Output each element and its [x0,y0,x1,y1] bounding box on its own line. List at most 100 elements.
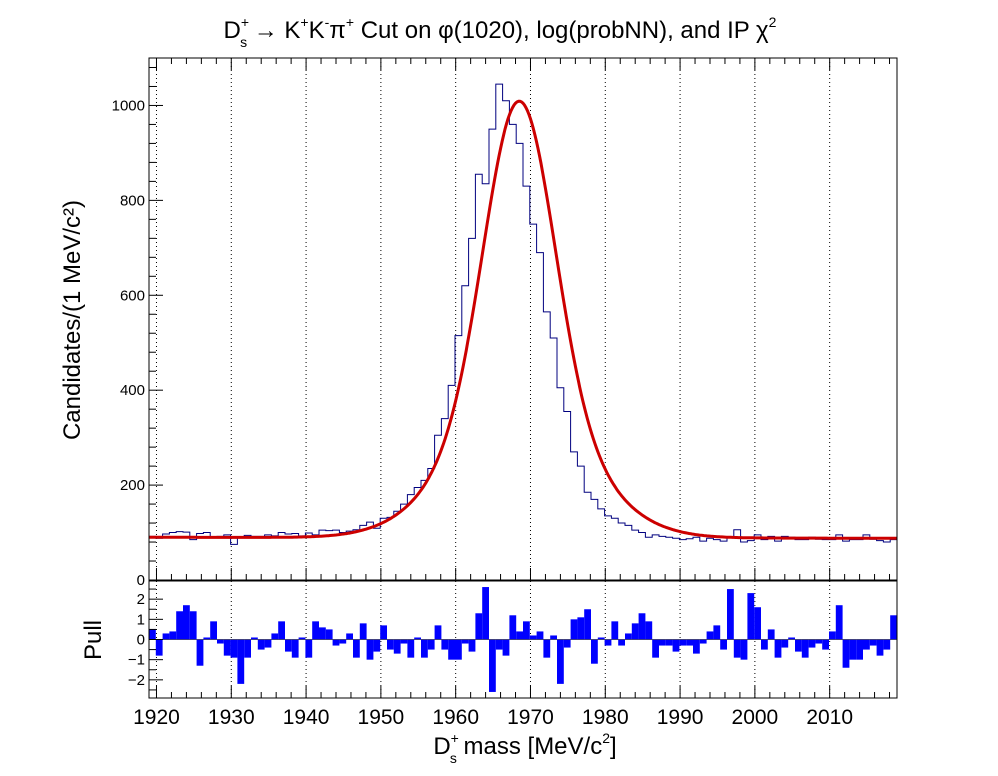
pull-bar [733,639,741,658]
fit-curve-line [149,99,897,540]
x-tick-label: 2010 [806,706,853,729]
pull-bar [298,637,306,640]
pull-bar [815,639,823,644]
pull-bar [482,587,489,640]
pull-bar [509,615,517,640]
pull-bar [876,639,884,656]
pull-bar [455,639,462,660]
pull-bars [149,587,897,692]
pull-bar [781,639,789,648]
pull-bar [489,639,496,692]
pull-y-tick-label: 0 [137,632,145,649]
xlabel-rest: mass [MeV/c [457,733,602,760]
pull-bar [230,639,238,658]
pull-bar [257,639,265,650]
pull-bar [529,635,537,640]
pull-bar [659,639,666,646]
pull-bar [754,607,761,640]
xlabel-d: D [433,733,450,760]
pull-bar [461,639,469,644]
pull-bar [625,633,632,640]
pull-bar [312,621,319,640]
x-tick-label: 1950 [358,706,405,729]
pull-bar [285,639,292,652]
pull-bar [264,639,272,648]
pull-bar [645,621,653,640]
main-y-tick-label: 400 [120,382,145,399]
pull-bar [563,639,571,648]
pull-bar [366,639,374,660]
pull-bar [380,625,387,640]
x-tick-label: 1960 [432,706,479,729]
x-tick-label: 2000 [732,706,779,729]
pull-bar [223,639,231,656]
chart-title: D+ s → K+K-π+ Cut on φ(1020), log(probNN)… [224,14,777,50]
pull-y-tick-label: 1 [137,611,145,628]
pull-bar [774,639,782,658]
title-sub-s: s [240,34,247,50]
pull-bar [706,631,714,640]
pull-bar [421,639,428,658]
pull-bar [305,639,313,658]
xlabel-end: ] [610,733,617,760]
title-d: D [224,17,241,44]
pull-bar [638,613,646,640]
pull-bar [570,619,578,640]
pull-bar [618,639,625,646]
pull-bar [767,629,775,640]
pull-bar [795,639,802,652]
pull-bar [210,621,217,640]
pull-bar [597,637,605,640]
pull-bar [502,639,510,656]
pull-bar [747,593,755,640]
pull-bar [829,631,836,640]
pull-bar [149,629,156,640]
main-frame [148,57,898,581]
pull-y-tick-label: 2 [137,591,145,608]
title-sup-kminus: - [325,14,330,30]
pull-bar [713,625,721,640]
pull-y-axis: −2 −1 0 1 2 [128,588,163,691]
title-k2: K [309,17,325,44]
pull-bar [196,639,204,666]
pull-bar [557,639,564,684]
pull-bar [591,639,598,664]
pull-bar [162,633,170,640]
pull-bar [835,605,843,640]
pull-bar [203,637,211,640]
pull-bar [393,639,401,654]
pull-bar [740,639,748,660]
pull-bar [890,615,897,640]
main-plot-panel: 0 200 400 600 800 1000 [112,57,898,589]
pull-bar [686,639,693,646]
x-axis: 1920 1930 1940 1950 1960 1970 1980 1990 2000 2010 [133,686,891,729]
pull-bar [400,639,408,644]
pull-bar [278,621,285,640]
pull-bar [291,639,299,658]
pull-y-tick-label: −2 [128,672,145,689]
pull-bar [475,613,483,640]
main-y-tick-label: 0 [137,572,145,589]
pull-bar [869,639,877,646]
pull-bar [699,639,707,644]
pull-bar [788,637,795,640]
x-tick-label: 1920 [133,706,180,729]
main-grid [155,58,831,580]
pull-bar [543,639,551,658]
x-tick-label: 1970 [507,706,554,729]
pull-bar [251,637,258,640]
pull-bar [516,631,523,640]
main-y-tick-label: 600 [120,287,145,304]
pull-plot-panel: −2 −1 0 1 2 1920 1930 1940 1950 1960 1970 1980 1990… [128,580,898,729]
pull-bar [414,637,421,640]
pull-bar [244,639,251,658]
x-tick-label: 1930 [208,706,255,729]
pull-bar [353,639,360,658]
pull-bar [434,625,442,640]
pull-bar [155,639,163,656]
x-axis-title: D+ s mass [MeV/c2] [433,730,616,766]
pull-bar [665,639,673,646]
pull-bar [801,639,809,658]
pull-bar [761,639,768,650]
